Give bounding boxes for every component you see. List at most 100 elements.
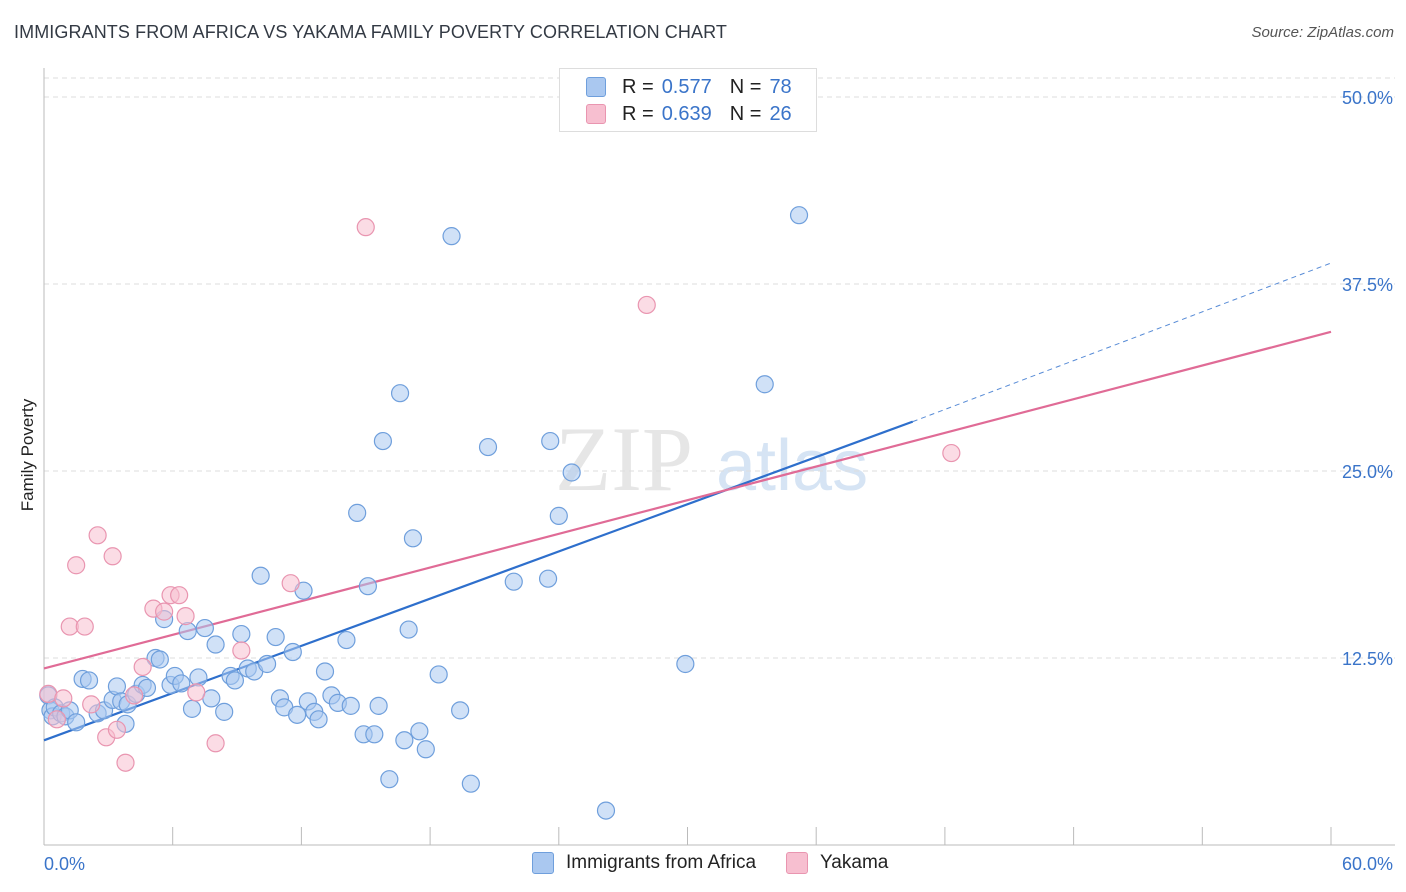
legend-n-value: 26 [769, 102, 792, 125]
point-africa [410, 722, 429, 741]
point-yakama [47, 710, 66, 729]
legend-r-value: 0.577 [661, 75, 712, 98]
legend-swatch-yakama [586, 104, 606, 124]
point-africa [755, 375, 774, 394]
point-africa [596, 801, 616, 820]
point-africa [288, 705, 307, 724]
point-africa [380, 770, 399, 789]
point-africa [562, 463, 581, 482]
y-tick-label: 37.5% [1342, 275, 1393, 295]
point-africa [365, 725, 384, 744]
legend-label-africa: Immigrants from Africa [566, 852, 757, 873]
point-africa [315, 662, 335, 681]
point-africa [195, 618, 214, 638]
legend-n-value: 78 [769, 75, 792, 98]
chart-title: IMMIGRANTS FROM AFRICA VS YAKAMA FAMILY … [14, 22, 727, 42]
source-label: Source: ZipAtlas.com [1251, 24, 1394, 41]
point-africa [178, 621, 197, 641]
point-africa [257, 654, 277, 674]
point-africa [451, 701, 470, 720]
point-africa [442, 227, 461, 246]
point-yakama [187, 683, 206, 702]
point-yakama [75, 617, 94, 636]
point-africa [337, 630, 356, 650]
point-africa [504, 572, 523, 591]
point-africa [215, 702, 234, 721]
point-africa [189, 668, 208, 687]
y-tick-label: 50.0% [1342, 88, 1393, 108]
legend-item-yakama: Yakama [786, 852, 888, 874]
legend-n-label: N = [729, 75, 762, 98]
point-africa [225, 671, 245, 690]
point-africa [373, 431, 393, 451]
point-africa [478, 437, 498, 457]
point-africa [348, 503, 367, 522]
point-africa [395, 731, 414, 750]
point-africa [182, 699, 202, 718]
point-africa [538, 569, 558, 588]
point-yakama [170, 586, 189, 605]
point-africa [416, 740, 435, 759]
point-yakama [356, 218, 375, 237]
y-tick-label: 25.0% [1342, 462, 1393, 482]
point-yakama [206, 734, 225, 753]
stats-legend: R = 0.577 N = 78 R = 0.639 N = 26 [559, 68, 817, 132]
y-tick-label: 12.5% [1342, 649, 1393, 669]
point-africa [429, 665, 448, 684]
point-yakama [176, 607, 195, 626]
point-africa [79, 671, 99, 690]
watermark: ZIP atlas [555, 408, 868, 510]
point-africa [309, 710, 328, 729]
legend-swatch-africa [586, 77, 606, 97]
legend-n-label: N = [729, 102, 762, 125]
point-yakama [124, 686, 144, 705]
legend-r-label: R = [622, 75, 654, 98]
point-africa [172, 674, 191, 693]
point-yakama [942, 443, 961, 463]
legend-swatch-yakama [786, 852, 809, 874]
point-africa [341, 696, 360, 715]
legend-r-label: R = [622, 102, 654, 125]
point-yakama [232, 641, 251, 660]
point-yakama [155, 602, 174, 621]
point-africa [369, 696, 388, 715]
point-africa [541, 431, 560, 451]
point-africa [403, 529, 423, 548]
legend-row-africa: R = 0.577 N = 78 [586, 74, 792, 100]
point-yakama [54, 689, 73, 708]
point-africa [358, 577, 377, 596]
point-africa [283, 642, 302, 662]
point-africa [399, 620, 418, 639]
legend-r-value: 0.639 [661, 102, 712, 125]
trendline-yakama [43, 330, 1332, 670]
point-yakama [67, 556, 86, 575]
point-africa [789, 206, 809, 225]
legend-swatch-africa [532, 852, 554, 874]
point-yakama [116, 753, 135, 772]
point-yakama [88, 526, 107, 545]
point-yakama [39, 684, 58, 704]
x-tick-label: 60.0% [1342, 854, 1393, 874]
legend-label-yakama: Yakama [820, 852, 889, 873]
legend-row-yakama: R = 0.639 N = 26 [586, 101, 792, 127]
watermark-zip: ZIP [555, 408, 693, 510]
point-africa [549, 506, 568, 525]
point-yakama [103, 547, 122, 566]
trendline-africa-extension [912, 262, 1332, 423]
point-africa [676, 654, 695, 674]
point-yakama [637, 295, 656, 315]
x-tick-label: 0.0% [44, 854, 85, 874]
series-legend: Immigrants from Africa Yakama [532, 852, 918, 874]
point-africa [107, 677, 127, 696]
point-africa [461, 774, 480, 793]
point-yakama [133, 657, 152, 677]
point-africa [390, 384, 410, 403]
point-yakama [82, 695, 101, 714]
point-yakama [281, 574, 300, 593]
point-africa [206, 635, 225, 654]
point-africa [266, 627, 285, 647]
point-africa [232, 624, 251, 644]
point-africa [67, 713, 86, 732]
legend-item-africa: Immigrants from Africa [532, 852, 756, 874]
